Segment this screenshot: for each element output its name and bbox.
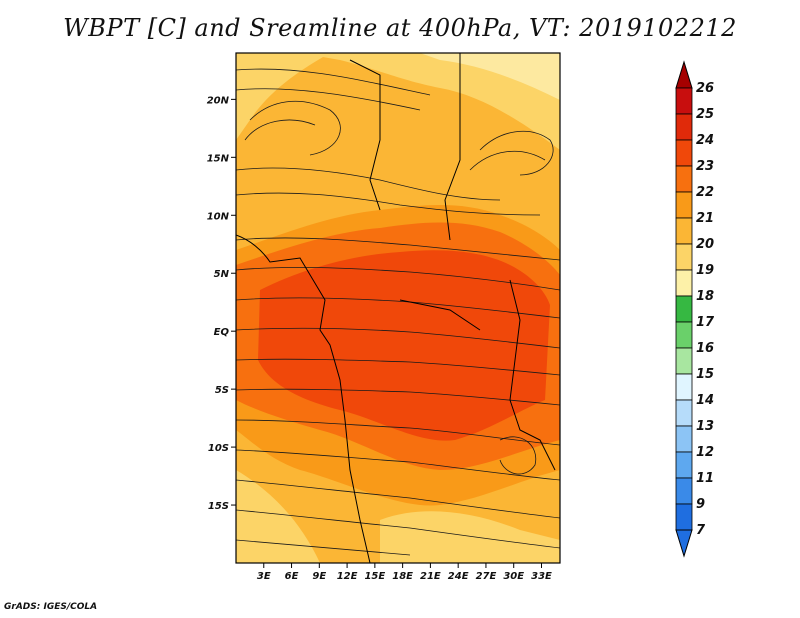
colorbar-label: 15 <box>696 367 714 382</box>
lon-tick-label: 15E <box>364 571 385 582</box>
colorbar-label: 22 <box>696 185 714 200</box>
lat-tick-label: 15S <box>208 501 229 512</box>
map-frame <box>235 52 561 564</box>
lat-tick-label: 20N <box>207 95 230 106</box>
latitude-axis: 20N 15N 10N 5N EQ 5S 10S 15S <box>207 95 236 512</box>
lon-tick-label: 3E <box>257 571 271 582</box>
lon-tick-label: 27E <box>476 571 497 582</box>
grads-credit: GrADS: IGES/COLA <box>4 602 98 612</box>
colorbar-box <box>675 217 693 245</box>
colorbar-label: 25 <box>696 107 714 122</box>
colorbar-box <box>675 269 693 297</box>
map-title: WBPT [C] and Sreamline at 400hPa, VT: 20… <box>63 14 737 42</box>
colorbar-box <box>675 295 693 323</box>
colorbar-label: 9 <box>696 497 705 512</box>
lat-tick-label: 5S <box>215 385 229 396</box>
colorbar-label: 14 <box>696 393 714 408</box>
lat-tick-label: 15N <box>207 153 230 164</box>
lon-tick-label: 21E <box>420 571 441 582</box>
colorbar-box <box>675 347 693 375</box>
lat-tick-label: 10N <box>207 211 230 222</box>
longitude-axis: 3E 6E 9E 12E 15E 18E 21E 24E 27E 30E 33E <box>257 563 552 582</box>
colorbar-label: 19 <box>696 263 714 278</box>
coastlines <box>236 53 556 563</box>
colorbar-box <box>675 503 693 531</box>
colorbar: 26 25 24 23 22 21 20 19 18 17 16 15 14 13 12 11 9 7 <box>675 60 715 558</box>
colorbar-box <box>675 165 693 193</box>
colorbar-box <box>675 87 693 115</box>
colorbar-box <box>675 451 693 479</box>
lon-tick-label: 30E <box>503 571 524 582</box>
lat-tick-label: 10S <box>208 443 229 454</box>
colorbar-top-arrow <box>675 60 693 89</box>
colorbar-label: 18 <box>696 289 714 304</box>
lon-tick-label: 33E <box>531 571 552 582</box>
colorbar-label: 11 <box>696 471 714 486</box>
lat-tick-label: 5N <box>214 269 230 280</box>
colorbar-box <box>675 399 693 427</box>
colorbar-label: 24 <box>696 133 714 148</box>
colorbar-bottom-arrow <box>675 529 693 558</box>
colorbar-label: 26 <box>696 81 714 96</box>
colorbar-box <box>675 243 693 271</box>
lon-tick-label: 12E <box>337 571 358 582</box>
colorbar-label: 21 <box>696 211 714 226</box>
lon-tick-label: 6E <box>285 571 299 582</box>
lon-tick-label: 24E <box>448 571 469 582</box>
colorbar-label: 17 <box>696 315 715 330</box>
colorbar-box <box>675 321 693 349</box>
lat-tick-label: EQ <box>214 327 230 338</box>
colorbar-label: 12 <box>696 445 714 460</box>
colorbar-label: 23 <box>696 159 714 174</box>
colorbar-box <box>675 113 693 141</box>
colorbar-label: 16 <box>696 341 714 356</box>
colorbar-label: 20 <box>696 237 714 252</box>
colorbar-label: 13 <box>696 419 714 434</box>
wbpt-shading <box>236 53 560 563</box>
colorbar-box <box>675 191 693 219</box>
colorbar-box <box>675 425 693 453</box>
colorbar-box <box>675 139 693 167</box>
lon-tick-label: 9E <box>312 571 326 582</box>
lon-tick-label: 18E <box>392 571 413 582</box>
colorbar-box <box>675 477 693 505</box>
colorbar-box <box>675 373 693 401</box>
colorbar-label: 7 <box>696 523 706 538</box>
